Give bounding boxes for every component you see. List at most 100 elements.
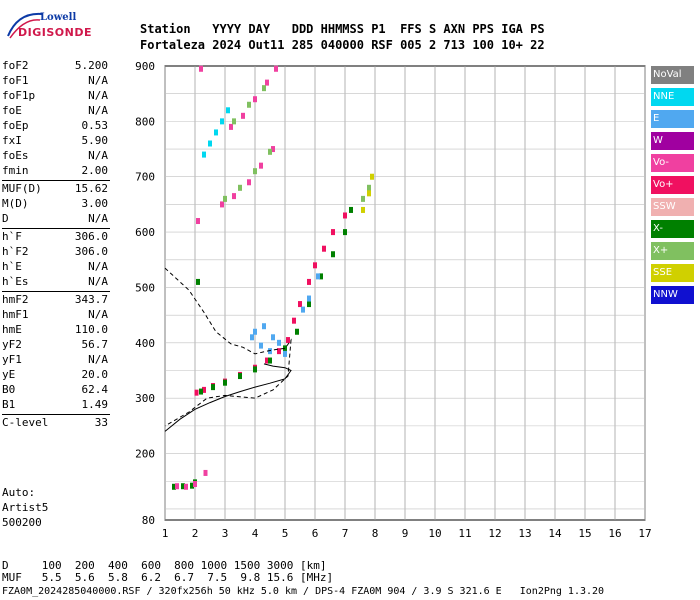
legend-item: E bbox=[651, 110, 694, 128]
param-label: hmF2 bbox=[2, 293, 29, 306]
echo-point bbox=[220, 118, 224, 125]
echo-point bbox=[370, 173, 374, 180]
param-row: MUF(D) 15.62 bbox=[2, 180, 110, 196]
echo-point bbox=[271, 334, 275, 341]
echo-point bbox=[265, 357, 269, 364]
echo-point bbox=[232, 193, 236, 200]
x-tick-label: 2 bbox=[192, 527, 199, 540]
echo-point bbox=[307, 301, 311, 308]
param-row: M(D) 3.00 bbox=[2, 196, 110, 211]
echo-point bbox=[202, 386, 206, 393]
echo-point bbox=[286, 337, 290, 344]
echo-point bbox=[223, 195, 227, 202]
echo-point bbox=[301, 306, 305, 313]
param-value: N/A bbox=[88, 89, 108, 102]
y-tick-label: 80 bbox=[142, 514, 155, 527]
echo-point bbox=[241, 112, 245, 119]
echo-point bbox=[199, 65, 203, 72]
x-tick-label: 17 bbox=[638, 527, 651, 540]
echo-point bbox=[190, 482, 194, 489]
param-value: N/A bbox=[88, 104, 108, 117]
param-value: 56.7 bbox=[81, 338, 109, 351]
param-value: 306.0 bbox=[74, 245, 108, 258]
echo-point bbox=[343, 212, 347, 219]
header-line-2: Fortaleza 2024 Out11 285 040000 RSF 005 … bbox=[140, 38, 545, 52]
echo-point bbox=[331, 251, 335, 258]
param-label: fxI bbox=[2, 134, 22, 147]
muf-table: D 100 200 400 600 800 1000 1500 3000 [km… bbox=[2, 560, 333, 584]
param-value: 0.53 bbox=[81, 119, 109, 132]
auto-line-3: 500200 bbox=[2, 516, 42, 529]
param-row: yF1 N/A bbox=[2, 352, 110, 367]
muf-table-distance-row: D 100 200 400 600 800 1000 1500 3000 [km… bbox=[2, 559, 327, 572]
param-value: N/A bbox=[88, 260, 108, 273]
param-row: C-level 33 bbox=[2, 414, 110, 430]
echo-point bbox=[283, 350, 287, 357]
param-row: fxI 5.90 bbox=[2, 133, 110, 148]
x-tick-label: 7 bbox=[342, 527, 349, 540]
x-tick-label: 4 bbox=[252, 527, 259, 540]
param-row: foE N/A bbox=[2, 103, 110, 118]
echo-point bbox=[343, 229, 347, 236]
polarization-legend: NoVal NNE E W Vo- Vo+ SSW X- X+ SSE NNW bbox=[651, 66, 694, 308]
profile-dashed-line bbox=[164, 267, 292, 427]
echo-point bbox=[268, 348, 272, 355]
echo-point bbox=[208, 140, 212, 147]
param-label: foEp bbox=[2, 119, 29, 132]
echo-point bbox=[253, 328, 257, 335]
y-tick-label: 700 bbox=[135, 171, 155, 184]
echo-point bbox=[331, 229, 335, 236]
echo-point bbox=[283, 345, 287, 352]
echo-point bbox=[253, 366, 257, 373]
echo-point bbox=[262, 323, 266, 330]
echo-point bbox=[193, 481, 197, 488]
echo-point bbox=[220, 201, 224, 208]
echo-point bbox=[199, 388, 203, 395]
legend-item: SSW bbox=[651, 198, 694, 216]
legend-item: SSE bbox=[651, 264, 694, 282]
param-row: hmF1 N/A bbox=[2, 307, 110, 322]
param-value: 110.0 bbox=[74, 323, 108, 336]
echo-point bbox=[211, 384, 215, 391]
echo-point bbox=[202, 151, 206, 158]
param-row: hmF2 343.7 bbox=[2, 291, 110, 307]
echo-point bbox=[214, 129, 218, 136]
param-value: 1.49 bbox=[81, 398, 109, 411]
param-label: h`E bbox=[2, 260, 22, 273]
param-label: h`Es bbox=[2, 275, 29, 288]
echo-point bbox=[250, 334, 254, 341]
echo-point bbox=[307, 295, 311, 302]
echo-point bbox=[238, 373, 242, 380]
param-label: foEs bbox=[2, 149, 29, 162]
echo-point bbox=[319, 273, 323, 280]
echo-point bbox=[247, 179, 251, 186]
echo-point bbox=[259, 162, 263, 169]
echo-point bbox=[313, 262, 317, 269]
echo-point bbox=[265, 79, 269, 86]
scaled-parameters-panel: foF2 5.200 foF1 N/A foF1p N/A foE N/A foEp 0.53 fx… bbox=[2, 58, 110, 430]
param-value: N/A bbox=[88, 74, 108, 87]
param-label: foE bbox=[2, 104, 22, 117]
param-value: N/A bbox=[88, 275, 108, 288]
param-label: B0 bbox=[2, 383, 16, 396]
echo-point bbox=[253, 168, 257, 175]
header-line-1: Station YYYY DAY DDD HHMMSS P1 FFS S AXN… bbox=[140, 22, 545, 36]
param-label: yF1 bbox=[2, 353, 22, 366]
muf-table-muf-row: MUF 5.5 5.6 5.8 6.2 6.7 7.5 9.8 15.6 [MH… bbox=[2, 571, 334, 584]
param-row: foF1 N/A bbox=[2, 73, 110, 88]
param-label: hmF1 bbox=[2, 308, 29, 321]
param-label: fmin bbox=[2, 164, 29, 177]
echo-point bbox=[172, 483, 176, 490]
echo-point bbox=[175, 483, 179, 490]
x-tick-label: 6 bbox=[312, 527, 319, 540]
echo-point bbox=[271, 146, 275, 153]
echo-point bbox=[259, 342, 263, 349]
echo-point bbox=[184, 483, 188, 490]
echo-point bbox=[223, 379, 227, 386]
echo-point bbox=[247, 101, 251, 108]
param-value: 2.00 bbox=[81, 164, 109, 177]
x-tick-label: 10 bbox=[428, 527, 441, 540]
param-value: N/A bbox=[88, 308, 108, 321]
echo-point bbox=[292, 317, 296, 324]
profile-solid-line bbox=[164, 363, 292, 432]
